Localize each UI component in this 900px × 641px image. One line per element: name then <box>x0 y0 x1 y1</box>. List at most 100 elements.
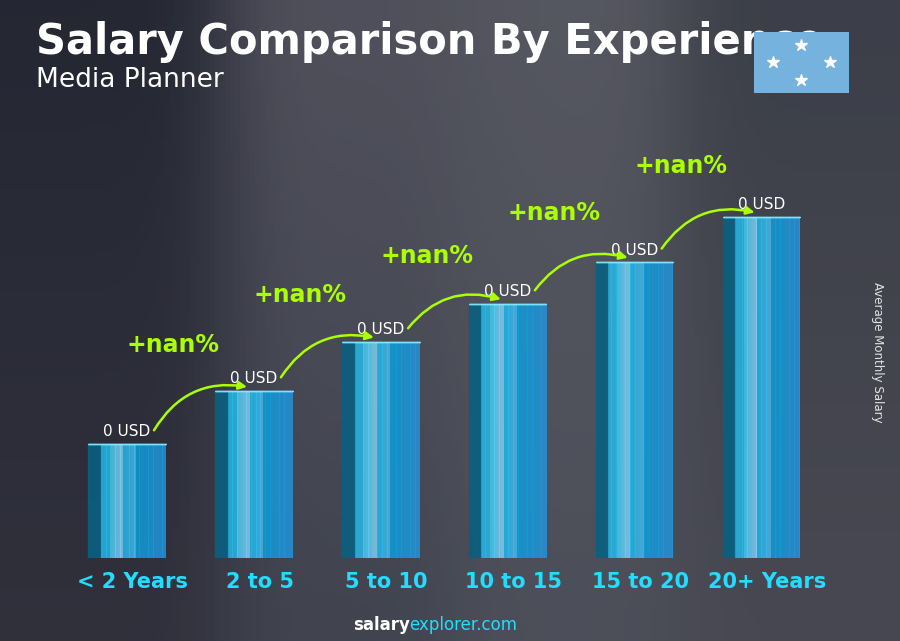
Bar <box>153 444 155 558</box>
Bar <box>530 304 531 558</box>
Bar <box>653 262 654 558</box>
Bar <box>367 342 368 558</box>
Bar <box>513 304 515 558</box>
Text: 0 USD: 0 USD <box>357 322 404 337</box>
Bar <box>141 444 142 558</box>
Bar <box>257 391 258 558</box>
Bar <box>267 391 268 558</box>
Bar <box>258 391 259 558</box>
Bar <box>622 262 623 558</box>
Bar <box>106 444 107 558</box>
Bar <box>285 391 286 558</box>
Bar <box>398 342 399 558</box>
Bar <box>536 304 537 558</box>
Bar <box>378 342 379 558</box>
Bar <box>104 444 105 558</box>
Bar <box>372 342 373 558</box>
Bar <box>518 304 519 558</box>
Bar <box>781 217 782 558</box>
Bar <box>540 304 541 558</box>
Polygon shape <box>469 304 481 558</box>
Bar <box>412 342 413 558</box>
Bar <box>484 304 485 558</box>
Bar <box>641 262 642 558</box>
Bar <box>522 304 523 558</box>
Bar <box>377 342 378 558</box>
Bar <box>529 304 530 558</box>
Bar <box>138 444 139 558</box>
Bar <box>228 391 229 558</box>
Bar <box>404 342 405 558</box>
Bar <box>752 217 753 558</box>
Bar <box>620 262 622 558</box>
Bar <box>640 262 642 558</box>
Bar <box>278 391 279 558</box>
Bar <box>481 304 482 558</box>
Bar <box>356 342 357 558</box>
Bar <box>123 444 125 558</box>
Bar <box>416 342 417 558</box>
Bar <box>377 342 378 558</box>
Bar <box>523 304 525 558</box>
Bar <box>270 391 271 558</box>
Bar <box>528 304 529 558</box>
Bar <box>366 342 367 558</box>
Bar <box>400 342 401 558</box>
Bar <box>384 342 385 558</box>
Bar <box>796 217 798 558</box>
Bar <box>251 391 252 558</box>
Bar <box>637 262 638 558</box>
Bar <box>669 262 670 558</box>
Bar <box>640 262 641 558</box>
Bar <box>236 391 237 558</box>
Bar <box>507 304 508 558</box>
Bar <box>156 444 157 558</box>
Bar <box>755 217 756 558</box>
Bar <box>486 304 487 558</box>
Bar <box>788 217 789 558</box>
Bar <box>230 391 232 558</box>
Bar <box>122 444 123 558</box>
Bar <box>631 262 632 558</box>
Bar <box>794 217 795 558</box>
Bar <box>660 262 661 558</box>
Bar <box>369 342 370 558</box>
Bar <box>159 444 160 558</box>
Bar <box>249 391 250 558</box>
Bar <box>394 342 395 558</box>
Bar <box>272 391 273 558</box>
Bar <box>165 444 166 558</box>
Bar <box>288 391 289 558</box>
Bar <box>151 444 152 558</box>
Bar <box>102 444 103 558</box>
Bar <box>506 304 507 558</box>
Bar <box>101 444 102 558</box>
Bar <box>670 262 671 558</box>
Bar <box>489 304 490 558</box>
Bar <box>110 444 111 558</box>
Bar <box>672 262 673 558</box>
Bar <box>405 342 406 558</box>
Text: Salary Comparison By Experience: Salary Comparison By Experience <box>36 21 824 63</box>
Bar <box>671 262 672 558</box>
Bar <box>795 217 796 558</box>
Bar <box>514 304 515 558</box>
Text: salary: salary <box>353 616 410 634</box>
Bar <box>407 342 408 558</box>
Bar <box>136 444 137 558</box>
Bar <box>772 217 773 558</box>
Bar <box>737 217 738 558</box>
Bar <box>742 217 743 558</box>
Bar <box>162 444 163 558</box>
Bar <box>125 444 126 558</box>
Bar <box>397 342 398 558</box>
Bar <box>504 304 505 558</box>
Bar <box>737 217 739 558</box>
Bar <box>497 304 498 558</box>
Bar <box>765 217 766 558</box>
Bar <box>276 391 277 558</box>
Bar <box>488 304 489 558</box>
Bar <box>227 391 228 558</box>
Bar <box>411 342 412 558</box>
Bar <box>160 444 161 558</box>
